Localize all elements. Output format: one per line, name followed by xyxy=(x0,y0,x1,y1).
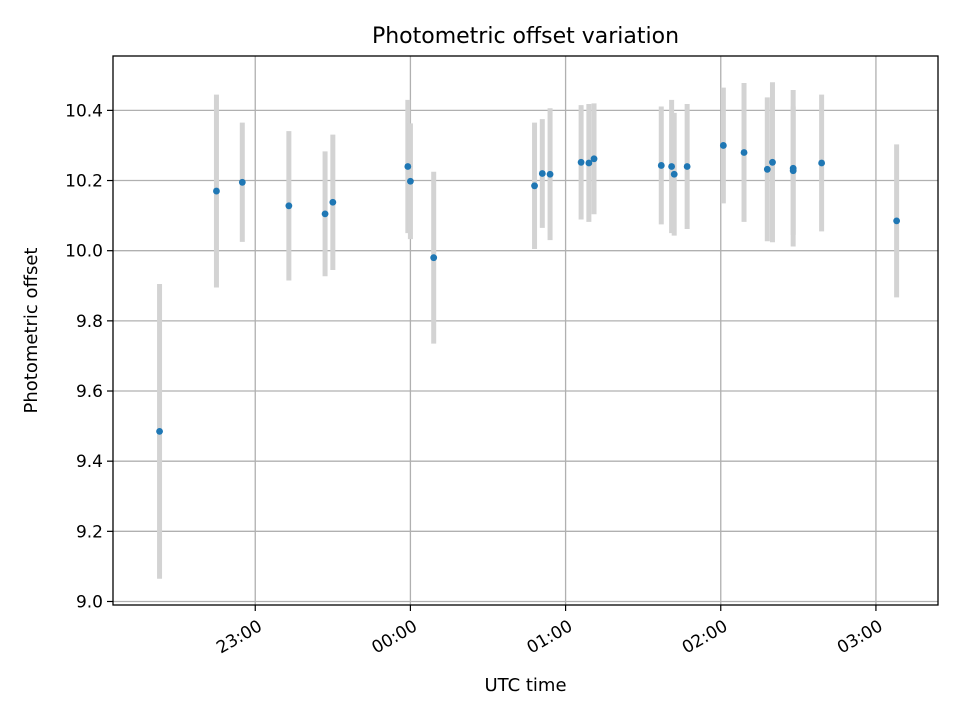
data-point xyxy=(531,182,538,190)
data-point xyxy=(893,217,901,225)
data-points xyxy=(156,142,901,435)
data-point xyxy=(789,167,797,175)
data-point xyxy=(657,162,665,169)
x-axis-title: UTC time xyxy=(484,675,566,696)
data-point xyxy=(577,158,585,166)
data-point xyxy=(321,210,329,218)
data-point xyxy=(590,155,598,163)
y-axis-title: Photometric offset xyxy=(21,248,42,414)
data-point xyxy=(670,170,678,178)
y-axis-ticks: 9.0 9.2 9.4 9.6 9.8 10.0 10.2 10.4 xyxy=(65,101,113,612)
y-tick-label: 9.2 xyxy=(76,522,103,542)
data-point xyxy=(769,158,776,166)
data-point xyxy=(538,170,546,177)
y-tick-label: 9.6 xyxy=(76,382,103,402)
data-point xyxy=(285,202,293,210)
data-point xyxy=(546,170,554,178)
y-tick-label: 10.0 xyxy=(65,242,103,262)
y-tick-label: 9.0 xyxy=(76,592,103,612)
chart-title: Photometric offset variation xyxy=(372,24,679,49)
data-point xyxy=(430,254,438,262)
data-point xyxy=(407,177,414,185)
data-point xyxy=(818,159,826,167)
data-point xyxy=(668,163,676,170)
data-point xyxy=(329,198,337,206)
data-point xyxy=(683,163,691,170)
data-point xyxy=(213,187,220,195)
plot-frame xyxy=(112,55,939,606)
data-point xyxy=(238,178,246,186)
y-tick-label: 9.4 xyxy=(76,452,103,472)
data-point xyxy=(156,427,163,435)
data-point xyxy=(740,149,748,156)
data-point xyxy=(585,159,593,167)
y-tick-label: 10.4 xyxy=(65,101,103,121)
data-point xyxy=(719,142,727,149)
data-point xyxy=(404,163,412,170)
data-point xyxy=(763,165,771,173)
y-tick-label: 10.2 xyxy=(65,172,103,192)
y-tick-label: 9.8 xyxy=(76,312,103,332)
